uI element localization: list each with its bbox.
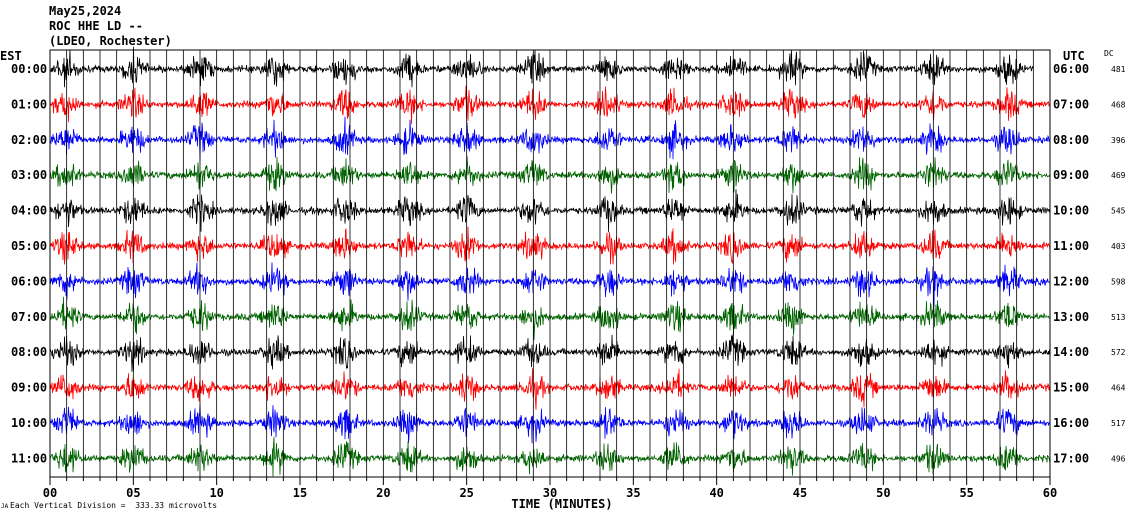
est-time-label: 06:00	[11, 274, 47, 288]
x-tick-label: 60	[1043, 486, 1057, 500]
station-code: ROC HHE LD --	[49, 19, 143, 33]
est-time-label: 07:00	[11, 310, 47, 324]
x-tick-label: 15	[293, 486, 307, 500]
est-time-label: 02:00	[11, 133, 47, 147]
x-tick-label: 10	[209, 486, 223, 500]
utc-axis-label: UTC	[1063, 49, 1085, 63]
dc-value: 469	[1111, 171, 1126, 180]
dc-value: 598	[1111, 277, 1126, 286]
dc-value: 496	[1111, 454, 1126, 463]
x-tick-label: 25	[459, 486, 473, 500]
x-tick-label: 05	[126, 486, 140, 500]
utc-time-label: 11:00	[1053, 239, 1089, 253]
est-time-label: 04:00	[11, 204, 47, 218]
x-tick-label: 55	[959, 486, 973, 500]
utc-time-label: 12:00	[1053, 274, 1089, 288]
dc-header: DC	[1104, 49, 1114, 58]
est-time-label: 00:00	[11, 62, 47, 76]
trace-line	[49, 46, 1034, 88]
utc-time-label: 06:00	[1053, 62, 1089, 76]
utc-time-label: 09:00	[1053, 168, 1089, 182]
est-time-label: 05:00	[11, 239, 47, 253]
dc-value: 464	[1111, 384, 1126, 393]
dc-value: 545	[1111, 207, 1126, 216]
utc-time-label: 07:00	[1053, 97, 1089, 111]
dc-value: 403	[1111, 242, 1126, 251]
est-time-label: 08:00	[11, 345, 47, 359]
x-tick-label: 50	[876, 486, 890, 500]
dc-value: 513	[1111, 313, 1126, 322]
x-tick-label: 00	[43, 486, 57, 500]
dc-value: 396	[1111, 136, 1126, 145]
dc-value: 481	[1111, 65, 1126, 74]
utc-time-label: 15:00	[1053, 381, 1089, 395]
utc-time-label: 16:00	[1053, 416, 1089, 430]
scale-note: Each Vertical Division = 333.33 microvol…	[10, 501, 218, 510]
chart-date: May25,2024	[49, 4, 122, 18]
est-time-label: 09:00	[11, 381, 47, 395]
est-time-label: 10:00	[11, 416, 47, 430]
utc-time-label: 14:00	[1053, 345, 1089, 359]
x-tick-label: 20	[376, 486, 390, 500]
x-tick-label: 45	[793, 486, 807, 500]
x-tick-label: 30	[543, 486, 557, 500]
utc-time-label: 10:00	[1053, 204, 1089, 218]
utc-time-label: 08:00	[1053, 133, 1089, 147]
utc-time-label: 17:00	[1053, 451, 1089, 465]
x-tick-label: 40	[709, 486, 723, 500]
dc-value: 572	[1111, 348, 1126, 357]
dc-value: 517	[1111, 419, 1126, 428]
dc-value: 468	[1111, 100, 1126, 109]
x-axis-label: TIME (MINUTES)	[511, 497, 612, 511]
est-time-label: 11:00	[11, 451, 47, 465]
x-tick-label: 35	[626, 486, 640, 500]
est-time-label: 01:00	[11, 97, 47, 111]
est-axis-label: EST	[0, 49, 22, 63]
est-time-label: 03:00	[11, 168, 47, 182]
station-location: (LDEO, Rochester)	[49, 34, 172, 48]
utc-time-label: 13:00	[1053, 310, 1089, 324]
corner-mark: JA	[1, 503, 9, 510]
